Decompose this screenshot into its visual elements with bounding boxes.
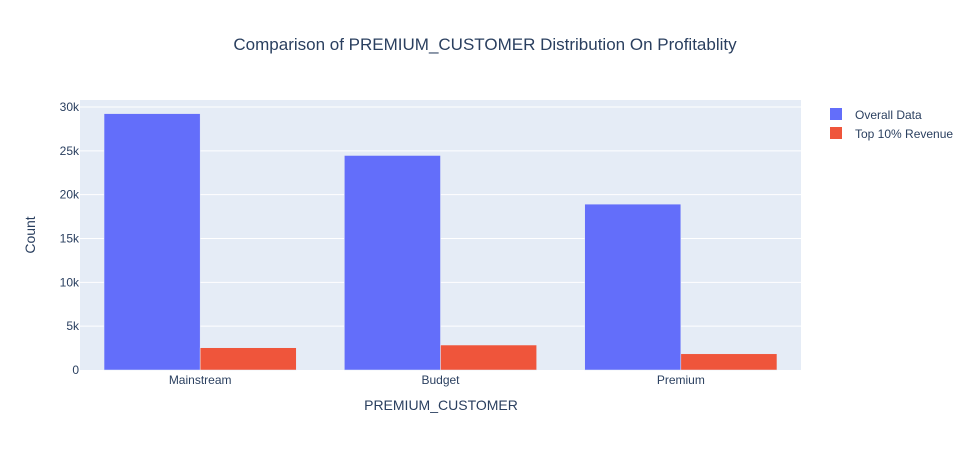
legend-label-overall-data: Overall Data	[855, 108, 922, 122]
y-tick-label: 5k	[66, 319, 80, 333]
y-axis-ticks: 0 5k 10k 15k 20k 25k 30k	[60, 100, 80, 377]
chart-title: Comparison of PREMIUM_CUSTOMER Distribut…	[233, 35, 737, 54]
legend-item-top-10-revenue[interactable]: Top 10% Revenue	[830, 127, 953, 141]
legend: Overall Data Top 10% Revenue	[830, 108, 953, 141]
y-tick-label: 20k	[60, 188, 80, 202]
y-axis-title: Count	[22, 216, 38, 253]
y-tick-label: 10k	[60, 275, 80, 289]
legend-swatch-overall-data	[830, 108, 842, 120]
y-tick-label: 15k	[60, 232, 80, 246]
x-axis-title: PREMIUM_CUSTOMER	[364, 397, 518, 413]
y-tick-label: 0	[72, 363, 79, 377]
bar-mainstream-overall-data[interactable]	[103, 113, 201, 371]
x-tick-label: Premium	[657, 373, 705, 387]
bar-premium-overall-data[interactable]	[584, 203, 682, 371]
y-tick-label: 30k	[60, 100, 80, 114]
x-tick-label: Mainstream	[169, 373, 232, 387]
legend-swatch-top-10-revenue	[830, 127, 842, 139]
x-axis-ticks: Mainstream Budget Premium	[169, 373, 705, 387]
y-tick-label: 25k	[60, 144, 80, 158]
bar-premium-top-10-revenue[interactable]	[680, 353, 778, 371]
legend-item-overall-data[interactable]: Overall Data	[830, 108, 922, 122]
bars	[103, 113, 778, 371]
bar-mainstream-top-10-revenue[interactable]	[199, 347, 297, 371]
bar-budget-overall-data[interactable]	[344, 155, 441, 371]
bar-budget-top-10-revenue[interactable]	[440, 344, 537, 371]
x-tick-label: Budget	[421, 373, 460, 387]
legend-label-top-10-revenue: Top 10% Revenue	[855, 127, 953, 141]
